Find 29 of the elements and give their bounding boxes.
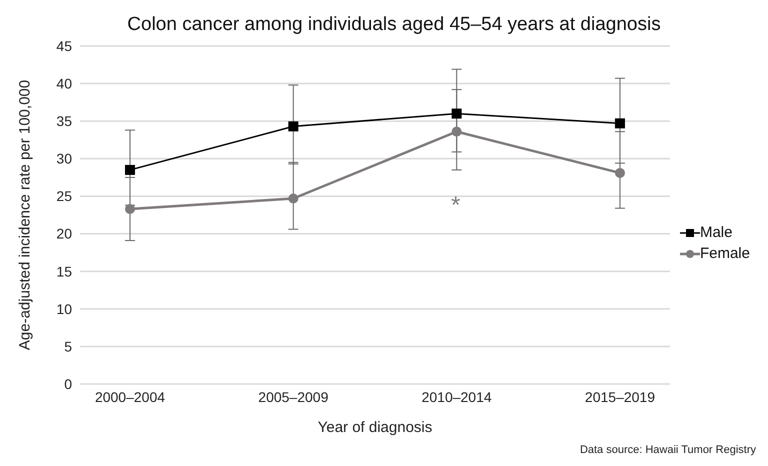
point bbox=[614, 168, 625, 178]
y-tick-label: 0 bbox=[64, 376, 72, 392]
y-tick-label: 5 bbox=[64, 338, 72, 354]
x-tick-label: 2005–2009 bbox=[258, 388, 329, 405]
y-tick-label: 15 bbox=[56, 263, 72, 280]
x-tick-label: 2000–2004 bbox=[94, 388, 166, 405]
legend-label: Male bbox=[700, 224, 732, 241]
y-tick-label: 45 bbox=[56, 38, 72, 54]
x-tick-label: 2015–2019 bbox=[584, 388, 656, 405]
y-tick-label: 10 bbox=[56, 300, 72, 317]
y-axis-title: Age-adjusted incidence rate per 100,000 bbox=[16, 80, 34, 350]
point bbox=[125, 204, 135, 214]
point bbox=[125, 164, 135, 175]
point bbox=[452, 126, 462, 137]
chart-title: Colon cancer among individuals aged 45–54 years at diagnosis bbox=[126, 13, 662, 36]
legend-label: Female bbox=[700, 245, 750, 262]
y-tick-label: 35 bbox=[56, 113, 72, 130]
point bbox=[452, 108, 462, 119]
x-tick-label: 2010–2014 bbox=[422, 388, 492, 405]
y-tick-label: 40 bbox=[56, 76, 72, 92]
point bbox=[288, 193, 298, 204]
annotation: * bbox=[451, 192, 460, 220]
y-tick-label: 25 bbox=[56, 188, 72, 204]
x-axis-title: Year of diagnosis bbox=[318, 419, 432, 436]
y-tick-label: 30 bbox=[56, 150, 72, 167]
source-note: Data source: Hawaii Tumor Registry bbox=[580, 444, 756, 456]
point bbox=[288, 121, 298, 132]
y-tick-label: 20 bbox=[56, 226, 72, 242]
point bbox=[614, 118, 625, 128]
